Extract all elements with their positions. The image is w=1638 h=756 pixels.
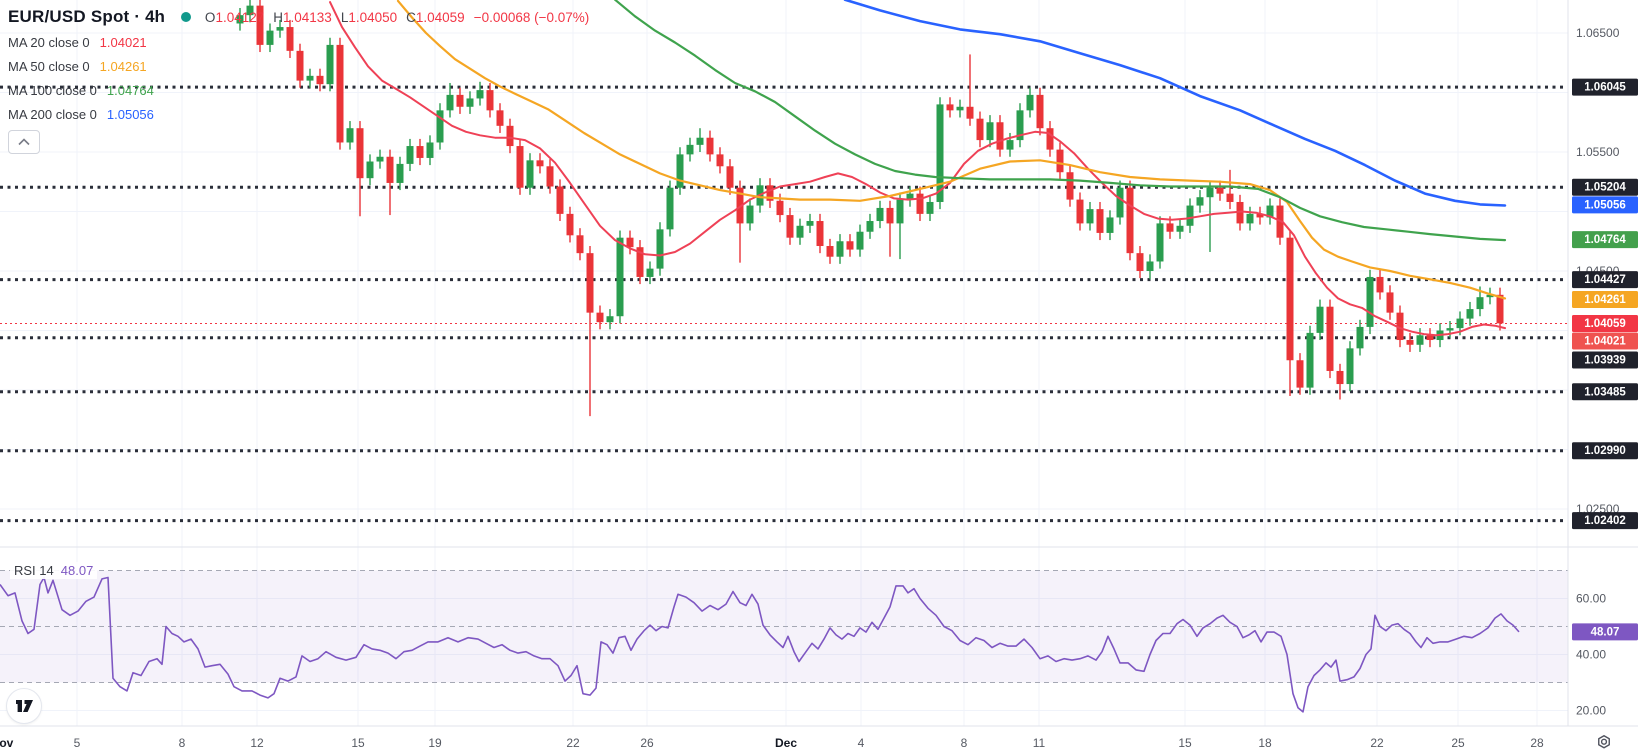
rsi-line — [0, 576, 1520, 713]
ohlc-readout: O1.04127 H1.04133 L1.04050 C1.04059 −0.0… — [204, 9, 590, 25]
svg-text:Dec: Dec — [775, 736, 797, 750]
rsi-value: 48.07 — [60, 563, 94, 578]
tradingview-logo-icon — [15, 700, 33, 712]
svg-text:20.00: 20.00 — [1576, 704, 1606, 718]
ma-lines — [329, 0, 1507, 337]
svg-text:8: 8 — [961, 736, 968, 750]
svg-text:26: 26 — [640, 736, 654, 750]
svg-text:1.04021: 1.04021 — [1584, 336, 1626, 348]
svg-text:1.03939: 1.03939 — [1584, 355, 1626, 367]
svg-text:1.03485: 1.03485 — [1584, 386, 1626, 398]
high-value: 1.04133 — [283, 9, 332, 25]
gear-icon — [1598, 735, 1610, 749]
svg-text:15: 15 — [1178, 736, 1192, 750]
ma20-value: 1.04021 — [99, 34, 147, 50]
close-value: 1.04059 — [415, 9, 465, 25]
rsi-legend[interactable]: RSI 14 48.07 — [10, 562, 98, 579]
candles-group — [236, 0, 1504, 417]
svg-text:1.04427: 1.04427 — [1584, 274, 1626, 286]
svg-text:11: 11 — [1033, 736, 1046, 750]
open-value: 1.04127 — [215, 9, 265, 25]
svg-text:19: 19 — [428, 736, 442, 750]
svg-text:1.04764: 1.04764 — [1584, 234, 1626, 246]
svg-text:22: 22 — [1370, 736, 1384, 750]
ma200-value: 1.05056 — [106, 106, 154, 122]
svg-text:1.06045: 1.06045 — [1584, 82, 1626, 94]
svg-text:12: 12 — [250, 736, 264, 750]
svg-text:1.06500: 1.06500 — [1576, 26, 1620, 40]
svg-text:18: 18 — [1258, 736, 1272, 750]
time-axis-settings-button[interactable] — [1594, 733, 1614, 753]
svg-text:1.05500: 1.05500 — [1576, 145, 1620, 159]
ma-legend-row-20[interactable]: MA 20 close 0 1.04021 — [8, 34, 147, 50]
svg-text:48.07: 48.07 — [1591, 626, 1620, 638]
svg-text:22: 22 — [566, 736, 580, 750]
ma-legend-row-50[interactable]: MA 50 close 0 1.04261 — [8, 58, 147, 74]
symbol-row: EUR/USD Spot · 4h O1.04127 H1.04133 L1.0… — [8, 4, 589, 30]
svg-text:25: 25 — [1451, 736, 1465, 750]
gridlines — [0, 0, 1568, 726]
ma-legend-row-100[interactable]: MA 100 close 0 1.04764 — [8, 82, 154, 98]
svg-text:1.02990: 1.02990 — [1584, 445, 1626, 457]
svg-text:1.02402: 1.02402 — [1584, 515, 1626, 527]
timeframe-label[interactable]: 4h — [145, 7, 165, 26]
symbol-title[interactable]: EUR/USD Spot — [8, 7, 130, 26]
rsi-pane — [0, 570, 1568, 683]
svg-text:40.00: 40.00 — [1576, 648, 1606, 662]
svg-text:15: 15 — [351, 736, 365, 750]
svg-text:8: 8 — [179, 736, 186, 750]
symbol-separator: · — [134, 7, 141, 26]
chart-legend: EUR/USD Spot · 4h O1.04127 H1.04133 L1.0… — [8, 4, 589, 154]
market-status-dot — [180, 12, 191, 22]
low-value: 1.04050 — [348, 9, 398, 25]
svg-text:1.04261: 1.04261 — [1584, 294, 1626, 306]
svg-text:1.04059: 1.04059 — [1584, 318, 1626, 330]
ma100-value: 1.04764 — [106, 82, 154, 98]
svg-text:Nov: Nov — [0, 736, 14, 750]
time-axis[interactable]: Nov 5 8 12 15 19 22 26 Dec 4 8 11 15 18 22 25 28 — [0, 736, 1544, 750]
ma-legend-row-200[interactable]: MA 200 close 0 1.05056 — [8, 106, 154, 122]
change-value: −0.00068 (−0.07%) — [473, 9, 590, 25]
svg-text:1.05056: 1.05056 — [1584, 199, 1626, 211]
svg-text:4: 4 — [858, 736, 865, 750]
svg-text:28: 28 — [1530, 736, 1544, 750]
ma50-value: 1.04261 — [99, 58, 147, 74]
svg-text:5: 5 — [74, 736, 81, 750]
svg-text:1.05204: 1.05204 — [1584, 182, 1626, 194]
tradingview-logo[interactable] — [6, 688, 42, 724]
chevron-up-icon — [18, 138, 30, 146]
collapse-legend-button[interactable] — [8, 130, 40, 154]
svg-text:60.00: 60.00 — [1576, 592, 1606, 606]
price-scale[interactable]: 1.065001.055001.045001.0250060.0040.0020… — [1572, 26, 1638, 718]
